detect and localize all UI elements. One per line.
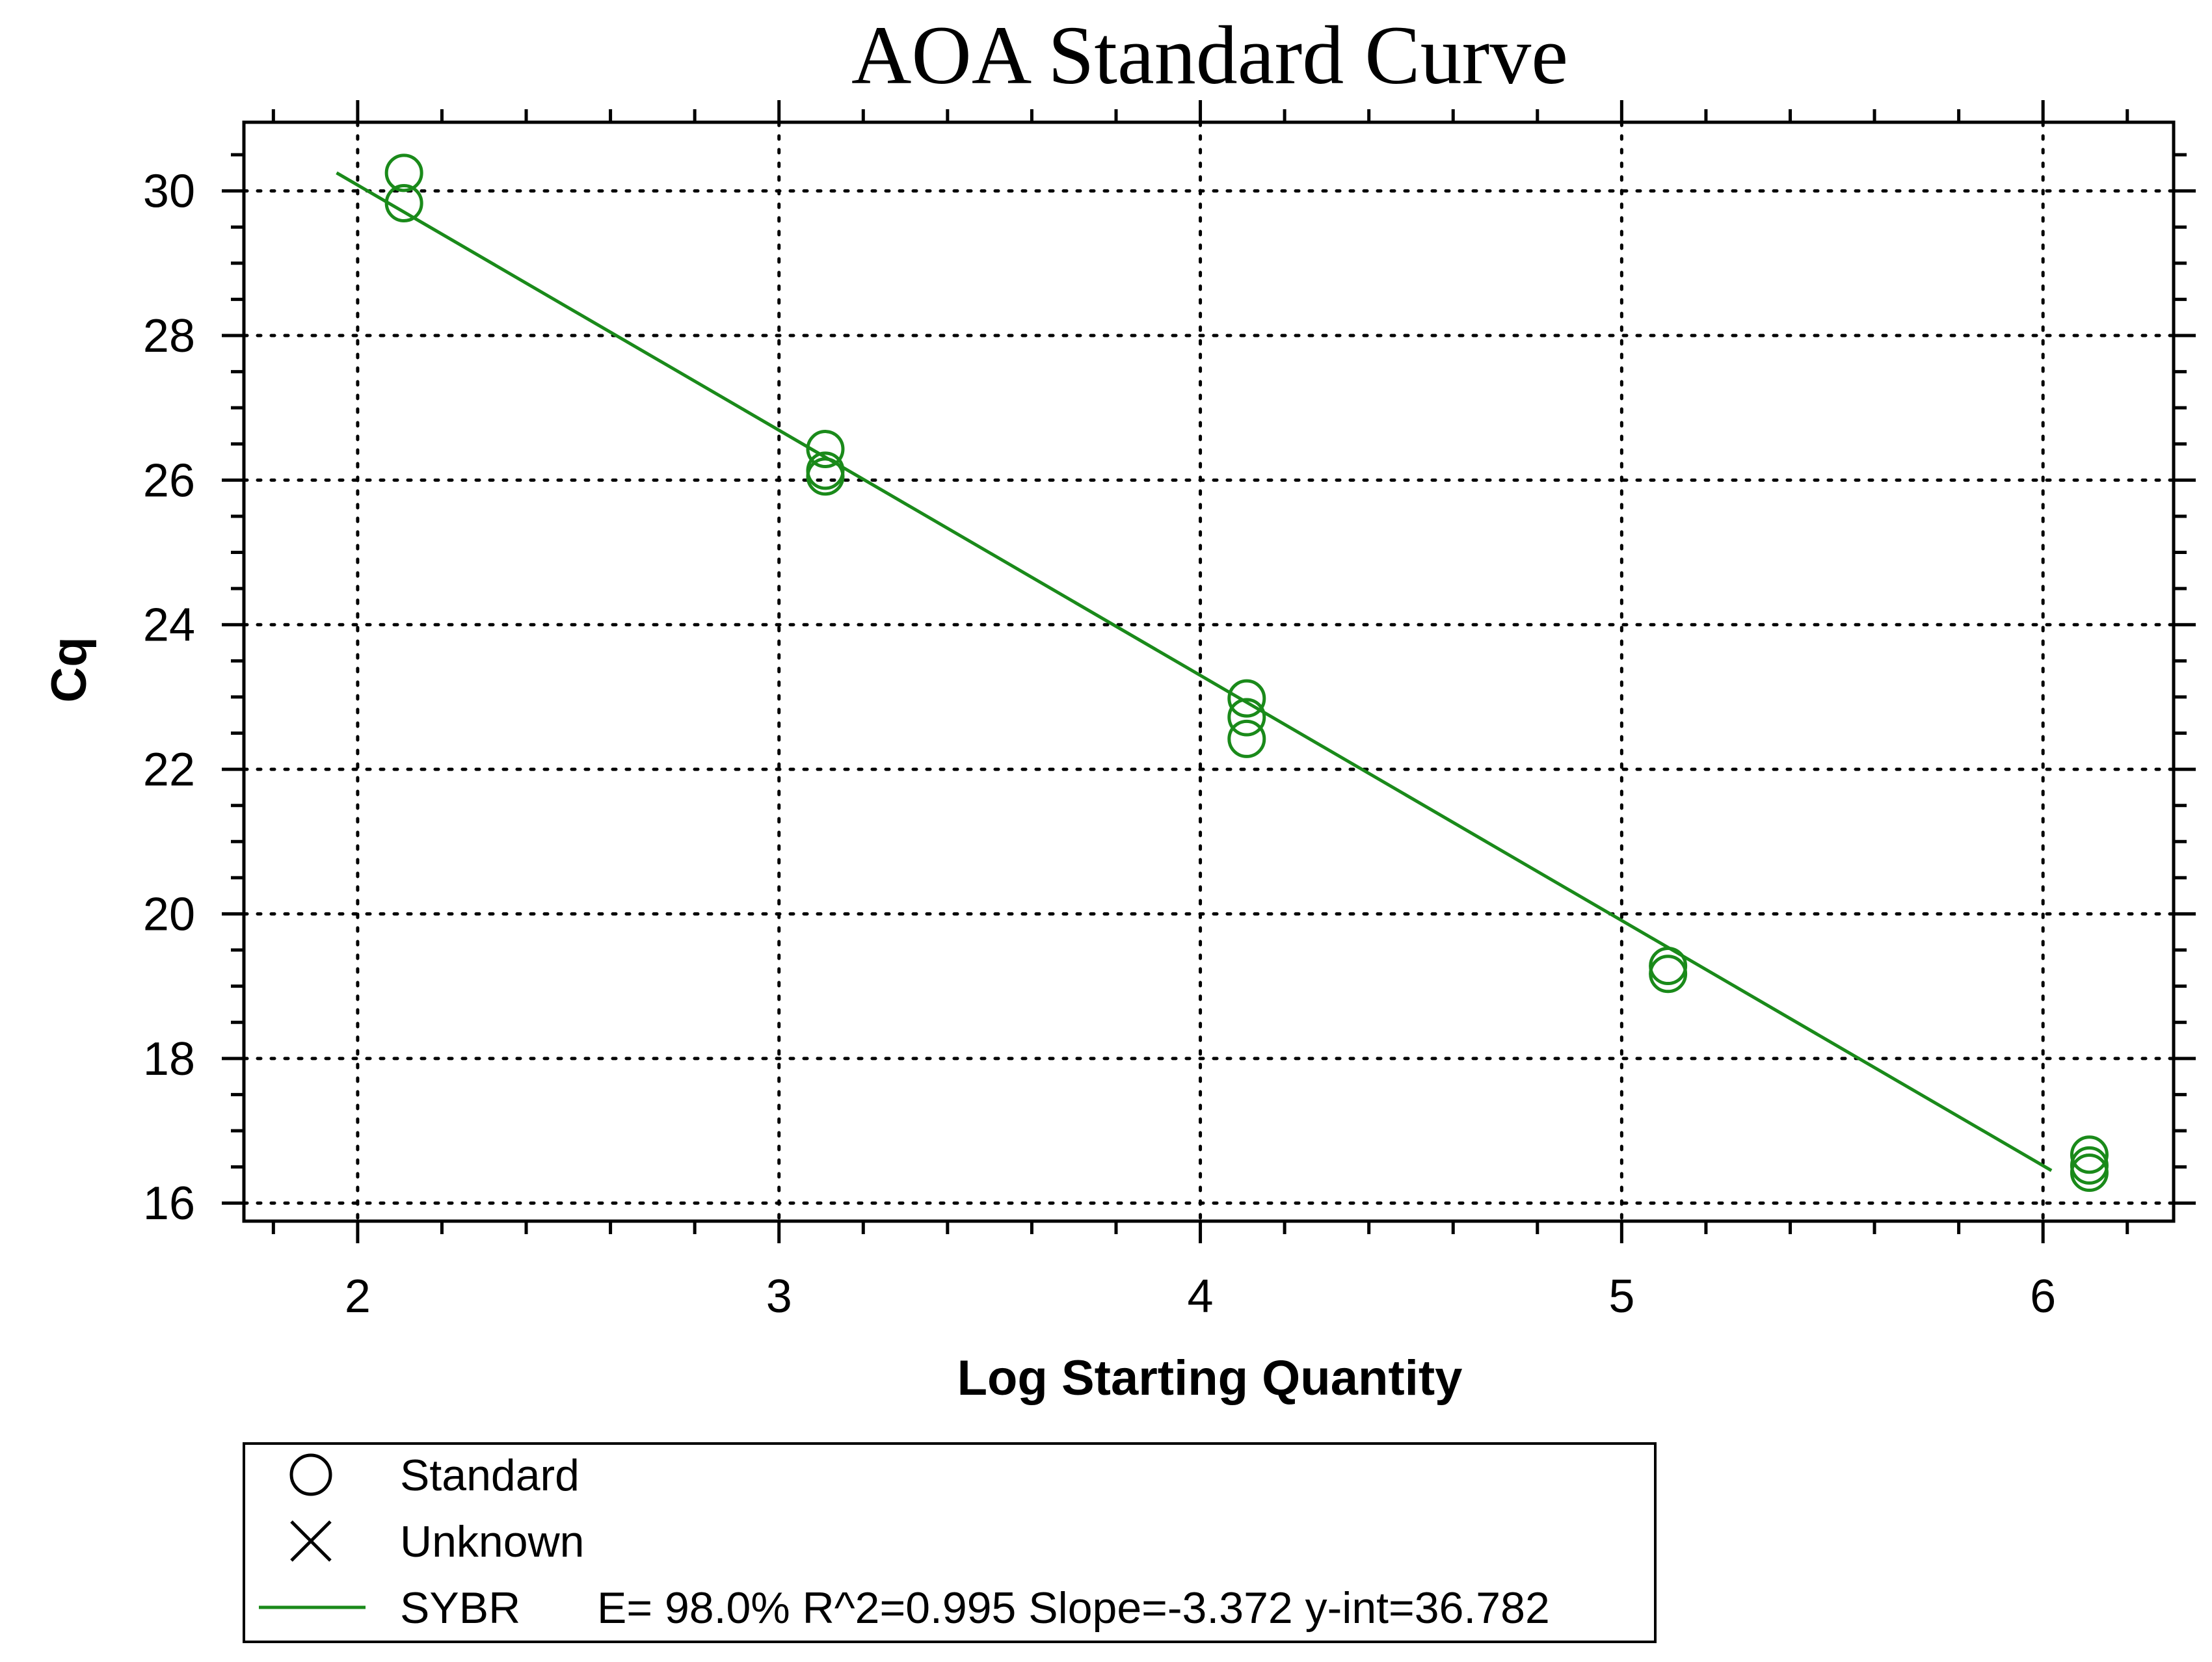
- x-tick-label: 4: [1188, 1271, 1214, 1323]
- legend-box: Standard Unknown SYBR E= 98.0% R^2=0.995 Sl…: [243, 1442, 1657, 1643]
- y-tick-label: 18: [143, 1033, 195, 1085]
- x-axis-label: Log Starting Quantity: [957, 1351, 1463, 1406]
- legend-cross-icon: [290, 1520, 332, 1562]
- y-tick-label: 22: [143, 744, 195, 796]
- y-tick-label: 26: [143, 455, 195, 507]
- data-point: [1227, 679, 1266, 718]
- y-tick-label: 20: [143, 888, 195, 940]
- plot-frame: [242, 120, 2176, 1223]
- data-point-layer: [384, 153, 2109, 1193]
- grid-layer: [242, 120, 2176, 1223]
- data-point: [1649, 955, 1688, 994]
- data-point: [384, 153, 423, 192]
- x-tick-label: 6: [2030, 1271, 2056, 1323]
- y-tick-label: 28: [143, 310, 195, 362]
- fit-line: [336, 171, 2053, 1172]
- data-point: [1649, 947, 1688, 986]
- data-point: [384, 184, 423, 223]
- axis-layer: [222, 100, 2196, 1243]
- x-tick-label: 2: [345, 1271, 371, 1323]
- legend-label: SYBR: [400, 1583, 520, 1633]
- legend-label: Unknown: [400, 1517, 585, 1566]
- fit-line-layer: [336, 171, 2053, 1172]
- y-tick-label: 16: [143, 1178, 195, 1230]
- x-tick-label: 3: [766, 1271, 792, 1323]
- data-point: [2070, 1154, 2109, 1193]
- legend-circle-icon: [289, 1453, 332, 1496]
- data-point: [806, 457, 845, 496]
- y-tick-label: 30: [143, 166, 195, 218]
- legend-label: Standard: [400, 1451, 580, 1500]
- data-point: [1227, 719, 1266, 758]
- data-point: [1227, 698, 1266, 737]
- data-point: [2070, 1135, 2109, 1174]
- y-tick-label: 24: [143, 600, 195, 652]
- chart-title: AOA Standard Curve: [851, 9, 1568, 101]
- legend-fit-stats: E= 98.0% R^2=0.995 Slope=-3.372 y-int=36…: [597, 1583, 1550, 1633]
- data-point: [806, 430, 845, 469]
- y-axis-label: Cq: [42, 637, 97, 702]
- tick-label-layer: 2 3 4 5 6 16 18 20 22 24 26 28 30: [143, 166, 2056, 1323]
- x-tick-label: 5: [1608, 1271, 1634, 1323]
- legend-frame: [243, 1442, 1657, 1643]
